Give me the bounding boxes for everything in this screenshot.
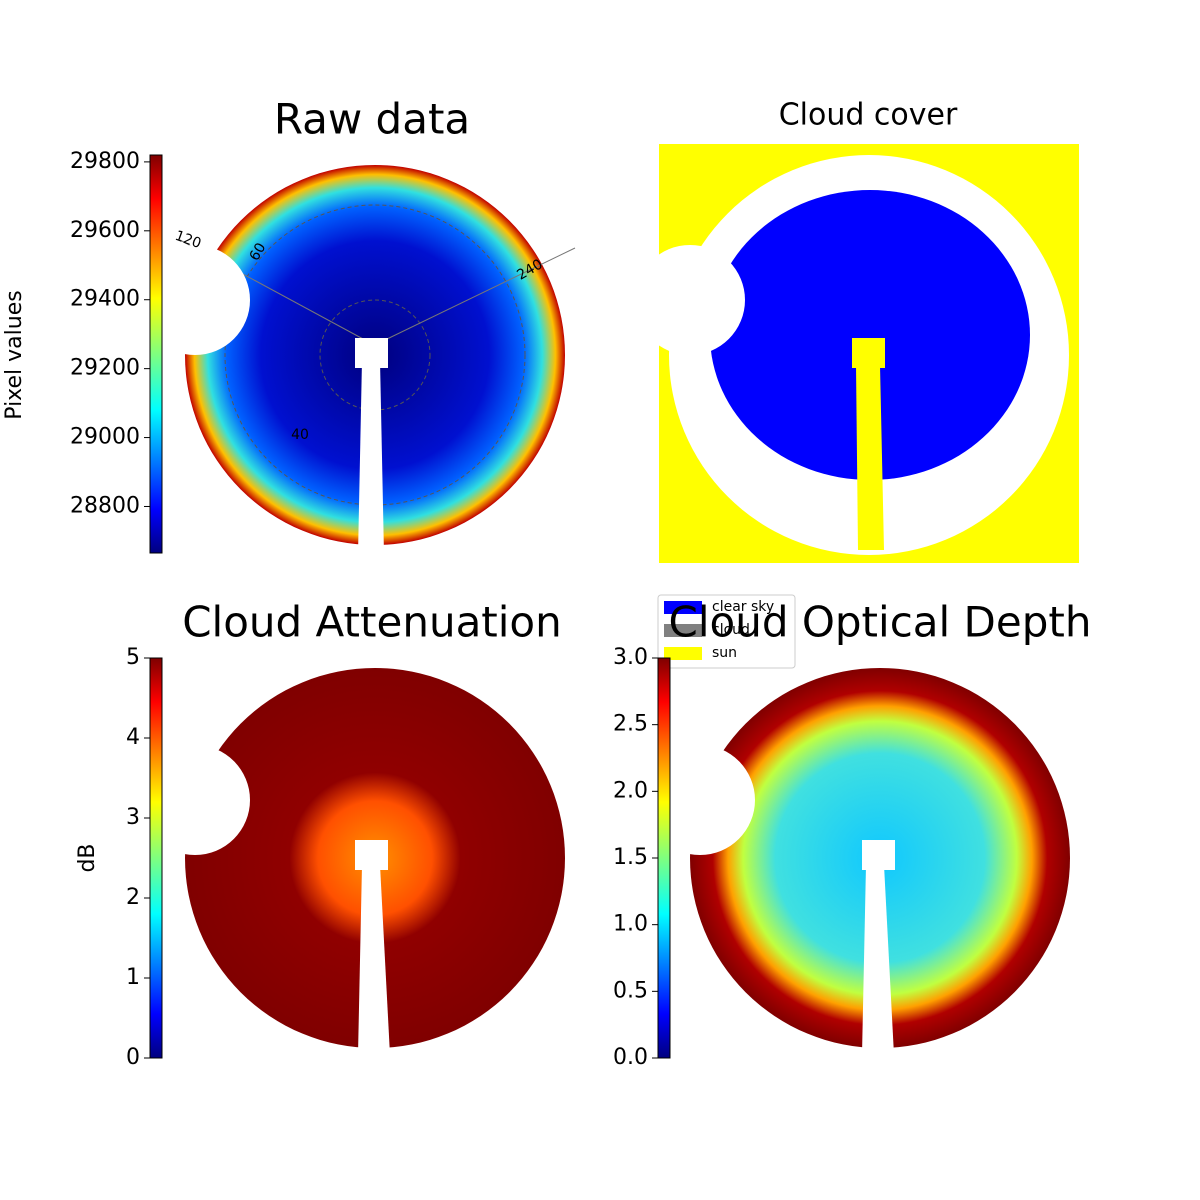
colorbar — [657, 657, 671, 1059]
colorbar-tick-label: 1.5 — [613, 845, 648, 870]
colorbar-tick-label: 28800 — [70, 493, 140, 518]
attenuation-image — [140, 668, 565, 1055]
colorbar-tick-label: 0.5 — [613, 978, 648, 1003]
legend-swatch — [664, 601, 702, 614]
polar-label: 60 — [247, 240, 270, 263]
legend-label: clear sky — [712, 599, 774, 615]
colorbar — [149, 657, 163, 1059]
colorbar-tick-label: 29000 — [70, 425, 140, 450]
colorbar-tick-label: 29600 — [70, 218, 140, 243]
panel-title: Cloud Optical Depth — [669, 598, 1092, 647]
colorbar-tick-label: 1.0 — [613, 912, 648, 937]
legend-label: cloud — [712, 622, 750, 638]
colorbar-tick-label: 3 — [126, 805, 140, 830]
cloud-cover-image — [635, 144, 1079, 563]
legend-swatch — [664, 647, 702, 660]
panel-title: Cloud Attenuation — [182, 598, 562, 647]
panel-title: Raw data — [274, 95, 470, 144]
colorbar-label: dB — [75, 843, 100, 872]
colorbar-tick-label: 2.5 — [613, 712, 648, 737]
colorbar-tick-label: 3.0 — [613, 645, 648, 670]
colorbar-tick-label: 0.0 — [613, 1045, 648, 1070]
colorbar-tick-label: 2 — [126, 885, 140, 910]
raw-image — [140, 165, 576, 555]
colorbar-tick-label: 5 — [126, 645, 140, 670]
colorbar-tick-label: 29400 — [70, 287, 140, 312]
legend-swatch — [664, 624, 702, 637]
colorbar-tick-label: 0 — [126, 1045, 140, 1070]
colorbar — [149, 154, 163, 554]
optical-depth-image — [645, 668, 1070, 1055]
colorbar-tick-label: 29200 — [70, 356, 140, 381]
polar-label: 40 — [291, 427, 309, 443]
colorbar-tick-label: 2.0 — [613, 778, 648, 803]
legend-label: sun — [712, 645, 737, 661]
colorbar-tick-label: 4 — [126, 725, 140, 750]
colorbar-tick-label: 1 — [126, 965, 140, 990]
colorbar-label: Pixel values — [2, 290, 27, 419]
colorbar-tick-label: 29800 — [70, 149, 140, 174]
panel-title: Cloud cover — [779, 98, 958, 133]
